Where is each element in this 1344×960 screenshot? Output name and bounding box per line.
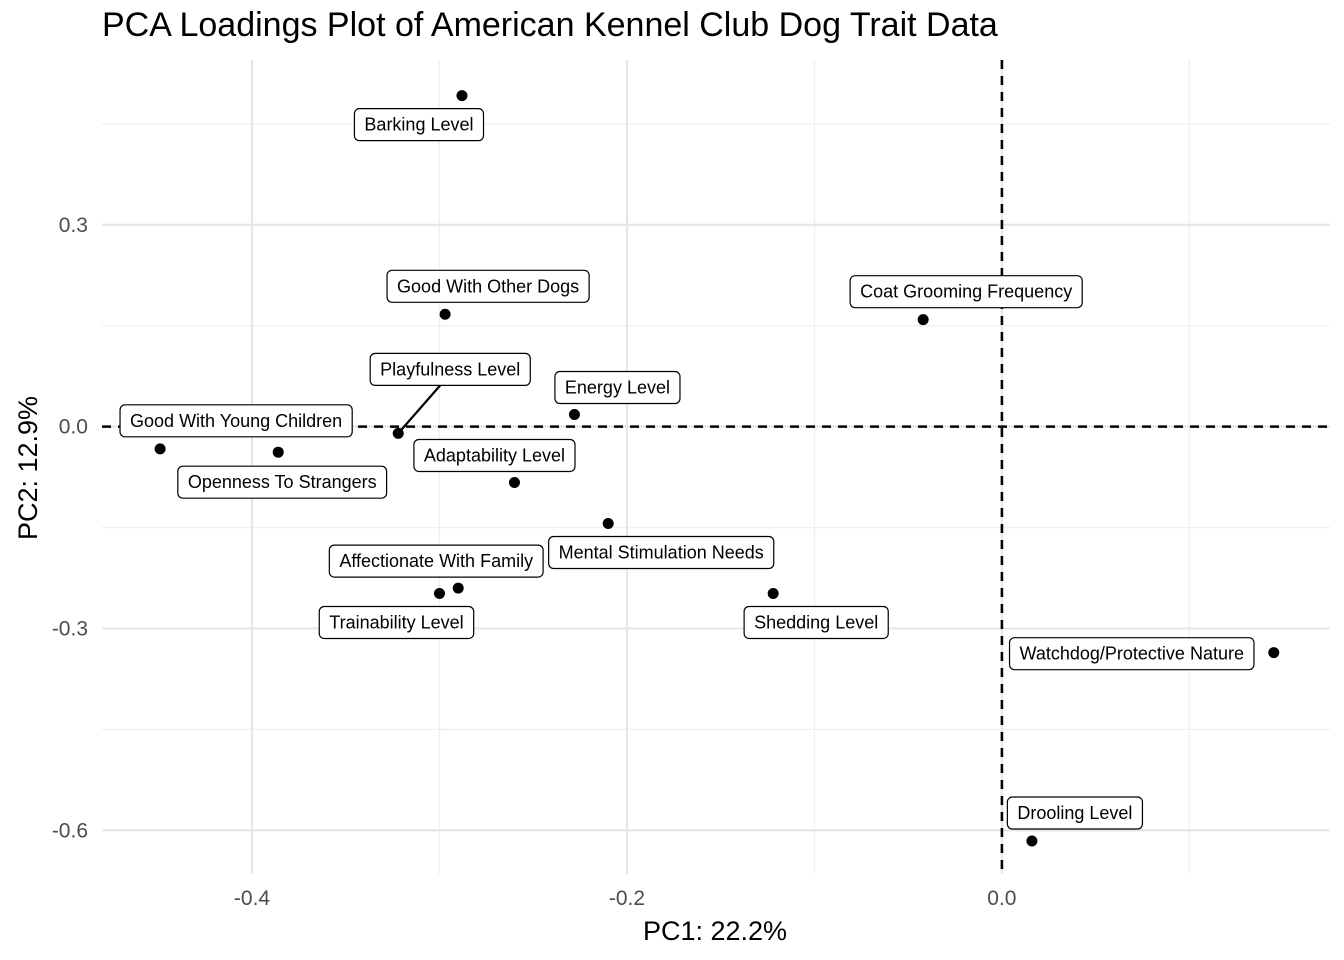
label-text: Watchdog/Protective Nature — [1020, 644, 1244, 664]
label-adaptability-level: Adaptability Level — [413, 438, 576, 473]
label-trainability-level: Trainability Level — [318, 605, 475, 640]
x-tick-label-m0_2: -0.2 — [609, 887, 645, 910]
leader-playfulness-level — [397, 384, 442, 435]
point-affectionate-with-family — [452, 582, 464, 594]
y-tick-label-m0_6: -0.6 — [52, 819, 88, 842]
label-box — [328, 544, 544, 578]
label-box — [386, 269, 590, 303]
label-leaders — [397, 384, 442, 435]
point-shedding-level — [767, 587, 779, 599]
label-drooling-level: Drooling Level — [1006, 796, 1144, 830]
chart-title: PCA Loadings Plot of American Kennel Clu… — [102, 6, 998, 44]
point-barking-level — [456, 90, 468, 102]
label-coat-grooming-frequency: Coat Grooming Frequency — [849, 275, 1083, 309]
label-text: Drooling Level — [1017, 803, 1132, 823]
label-watchdog-protective-nature: Watchdog/Protective Nature — [1008, 637, 1255, 671]
y-tick-label-0: 0.0 — [59, 416, 88, 439]
label-box — [177, 465, 388, 499]
label-text: Mental Stimulation Needs — [559, 543, 764, 563]
label-box — [353, 108, 485, 142]
x-tick-label-0: 0.0 — [987, 887, 1016, 910]
label-text: Trainability Level — [329, 612, 463, 632]
point-good-with-other-dogs — [439, 308, 451, 320]
label-shedding-level: Shedding Level — [743, 605, 889, 640]
label-text: Adaptability Level — [424, 445, 565, 465]
label-good-with-other-dogs: Good With Other Dogs — [386, 269, 590, 303]
point-labels: Barking Level Good With Other Dogs Coat Gr… — [119, 108, 1255, 830]
axis-ticks: -0.4 -0.2 0.0 0.3 0.0 -0.3 -0.6 — [52, 214, 1017, 910]
label-box — [413, 438, 576, 473]
points — [154, 90, 1280, 847]
label-box — [119, 404, 353, 438]
label-text: Good With Young Children — [130, 411, 342, 431]
label-mental-stimulation-needs: Mental Stimulation Needs — [548, 535, 775, 570]
y-axis-title: PC2: 12.9% — [13, 396, 43, 540]
label-openness-to-strangers: Openness To Strangers — [177, 465, 388, 499]
y-tick-label-m0_3: -0.3 — [52, 617, 88, 640]
label-text: Affectionate With Family — [339, 551, 533, 571]
label-affectionate-with-family: Affectionate With Family — [328, 544, 544, 578]
reference-lines — [102, 60, 1330, 874]
label-box — [849, 275, 1083, 309]
label-barking-level: Barking Level — [353, 108, 485, 142]
point-coat-grooming-frequency — [917, 314, 929, 326]
label-text: Coat Grooming Frequency — [860, 282, 1072, 302]
label-energy-level: Energy Level — [554, 370, 681, 405]
label-text: Barking Level — [364, 115, 473, 135]
label-text: Shedding Level — [754, 612, 878, 632]
label-text: Good With Other Dogs — [397, 276, 579, 296]
point-openness-to-strangers — [272, 446, 284, 458]
label-box — [1008, 637, 1255, 671]
point-trainability-level — [433, 587, 445, 599]
label-box — [743, 605, 889, 640]
point-watchdog-protective-nature — [1268, 647, 1280, 659]
point-good-with-young-children — [154, 443, 166, 455]
point-adaptability-level — [508, 476, 520, 488]
y-tick-label-0_3: 0.3 — [59, 214, 88, 237]
label-playfulness-level: Playfulness Level — [369, 352, 531, 386]
point-drooling-level — [1026, 835, 1038, 847]
label-text: Openness To Strangers — [188, 472, 377, 492]
x-axis-title: PC1: 22.2% — [643, 916, 787, 946]
label-box — [318, 605, 475, 640]
label-box — [1006, 796, 1144, 830]
point-playfulness-level — [392, 427, 404, 439]
x-tick-label-m0_4: -0.4 — [234, 887, 271, 910]
point-energy-level — [568, 409, 580, 421]
label-good-with-young-children: Good With Young Children — [119, 404, 353, 438]
point-mental-stimulation-needs — [602, 518, 614, 530]
label-box — [548, 535, 775, 570]
label-box — [554, 370, 681, 405]
label-text: Energy Level — [565, 378, 670, 398]
label-text: Playfulness Level — [380, 359, 520, 379]
label-box — [369, 352, 531, 386]
